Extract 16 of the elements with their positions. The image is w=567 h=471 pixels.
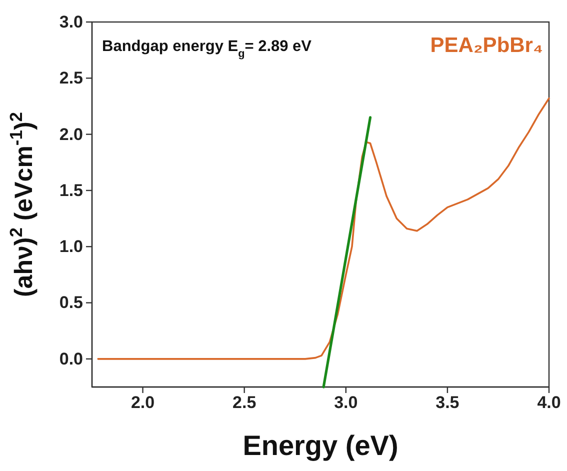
- x-tick-label: 4.0: [537, 393, 561, 412]
- y-tick-label: 0.0: [59, 349, 83, 368]
- x-tick-label: 2.0: [130, 393, 155, 412]
- x-tick-label: 3.5: [436, 393, 460, 412]
- series-label: PEA₂PbBr₄: [430, 34, 543, 57]
- x-tick-label: 2.5: [232, 393, 256, 412]
- y-tick-label: 2.5: [59, 68, 83, 88]
- y-tick-label: 1.5: [59, 180, 83, 200]
- x-axis-title: Energy (eV): [242, 430, 398, 461]
- line-series: [97, 97, 550, 360]
- y-tick-label: 0.5: [59, 293, 83, 312]
- annotation: Bandgap energy E$_{g}$= 2.89 eV: [102, 38, 312, 60]
- x-tick-label: 3.0: [334, 393, 358, 412]
- y-tick-label: 1.0: [59, 237, 83, 256]
- y-tick-label: 2.0: [59, 124, 83, 144]
- y-tick-label: 3.0: [59, 12, 83, 32]
